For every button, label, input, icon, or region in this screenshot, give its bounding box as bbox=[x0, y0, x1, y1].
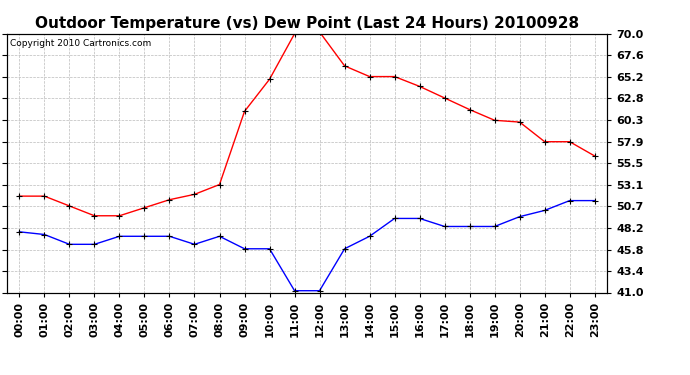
Text: Copyright 2010 Cartronics.com: Copyright 2010 Cartronics.com bbox=[10, 39, 151, 48]
Title: Outdoor Temperature (vs) Dew Point (Last 24 Hours) 20100928: Outdoor Temperature (vs) Dew Point (Last… bbox=[35, 16, 579, 31]
